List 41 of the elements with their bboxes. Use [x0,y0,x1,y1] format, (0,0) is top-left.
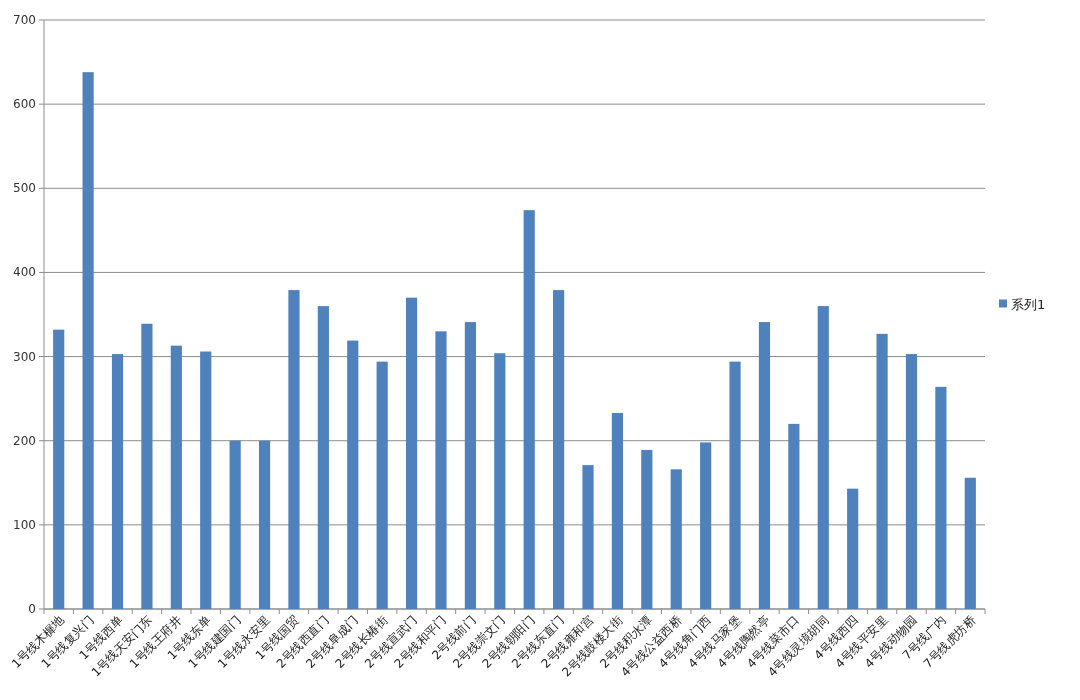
bar [53,329,65,609]
bar [111,354,124,609]
y-tick-label: 500 [13,181,36,196]
bar [82,72,94,609]
y-tick-label: 300 [13,349,36,364]
bar [494,353,506,609]
bar [376,361,388,609]
bar [788,423,800,609]
legend-label: 系列1 [1011,296,1046,312]
bar [611,412,624,609]
bar [582,465,594,609]
bar [935,386,947,609]
bar [258,440,271,609]
bar [200,351,212,609]
bar [641,449,653,609]
y-tick-label: 0 [28,602,36,616]
y-tick-label: 700 [13,13,36,27]
bar [229,440,241,609]
bar [905,354,918,609]
bar [700,442,712,609]
bar [170,345,182,609]
bar [847,488,859,609]
y-tick-label: 100 [13,517,36,532]
bar [523,210,535,609]
bar [670,469,682,609]
bar [317,306,329,609]
y-tick-label: 600 [13,97,36,112]
bar [464,322,476,609]
bar [288,290,300,609]
bar [553,290,565,609]
bar [758,322,771,609]
y-tick-label: 400 [13,265,36,280]
bar [729,361,741,609]
bar [405,297,418,609]
bar [964,477,976,609]
bar [817,306,829,609]
bar [435,331,447,609]
bar [876,333,888,609]
bar [347,340,359,609]
y-tick-label: 200 [13,433,36,448]
bar [141,323,153,609]
